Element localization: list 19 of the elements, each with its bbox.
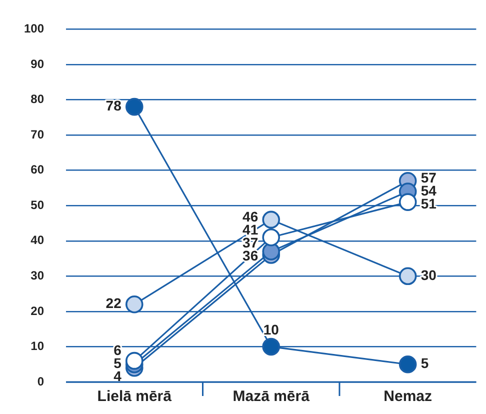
y-tick-label: 60 (30, 162, 44, 177)
y-tick-label: 100 (24, 22, 44, 36)
y-tick-label: 10 (30, 339, 44, 354)
data-label: 78 (106, 98, 122, 114)
data-label: 22 (106, 295, 122, 312)
data-label: 5 (420, 355, 429, 372)
y-tick-label: 30 (30, 268, 44, 282)
y-tick-label: 40 (30, 233, 44, 248)
x-tick-label: Nemaz (384, 388, 432, 406)
data-label: 46 (242, 208, 258, 225)
y-tick-label: 50 (30, 198, 44, 212)
y-tick-label: 80 (30, 92, 44, 106)
y-tick-label: 0 (37, 374, 44, 388)
y-tick-label: 90 (30, 56, 44, 71)
x-tick-label: Lielā mērā (97, 388, 172, 406)
y-tick-label: 20 (30, 304, 44, 318)
y-tick-label: 70 (30, 127, 44, 142)
x-tick-label: Mazā mērā (232, 388, 310, 406)
data-label: 10 (263, 322, 280, 338)
